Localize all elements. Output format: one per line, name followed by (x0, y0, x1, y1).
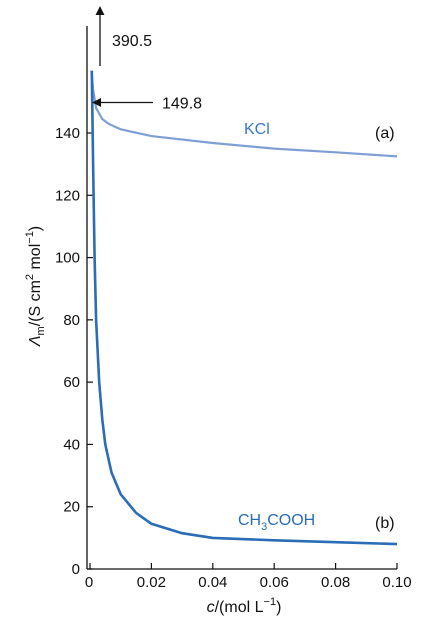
kcl-series-line (90, 70, 398, 158)
annotation-390-5-label: 390.5 (112, 33, 152, 50)
ch3cooh-series-tag: (b) (375, 515, 395, 532)
x-tick-label: 0.06 (260, 574, 289, 591)
y-tick-label: 20 (63, 499, 80, 516)
annotation-149-8-label: 149.8 (162, 95, 202, 112)
y-axis-title: Λm/(S cm2 mol−1) (24, 226, 47, 347)
x-tick-label: 0 (85, 574, 93, 591)
x-axis-ticks: 0 0.02 0.04 0.06 0.08 0.10 (85, 563, 412, 591)
y-tick-label: 120 (55, 187, 80, 204)
kcl-series-tag: (a) (375, 125, 395, 142)
y-tick-label: 0 (72, 561, 80, 578)
x-tick-label: 0.04 (198, 574, 227, 591)
y-tick-label: 140 (55, 125, 80, 142)
x-axis-title: c/(mol L−1) (207, 596, 282, 616)
y-axis-ticks: 0 20 40 60 80 100 120 140 (55, 125, 93, 578)
x-tick-label: 0.10 (382, 574, 411, 591)
y-tick-label: 60 (63, 374, 80, 391)
ch3cooh-series-line (90, 70, 398, 546)
x-tick-label: 0.02 (137, 574, 166, 591)
y-tick-label: 80 (63, 312, 80, 329)
x-tick-label: 0.08 (321, 574, 350, 591)
y-tick-label: 100 (55, 250, 80, 267)
kcl-series-label: KCl (244, 121, 270, 138)
y-tick-label: 40 (63, 436, 80, 453)
ch3cooh-series-label: CH3COOH (238, 512, 315, 533)
